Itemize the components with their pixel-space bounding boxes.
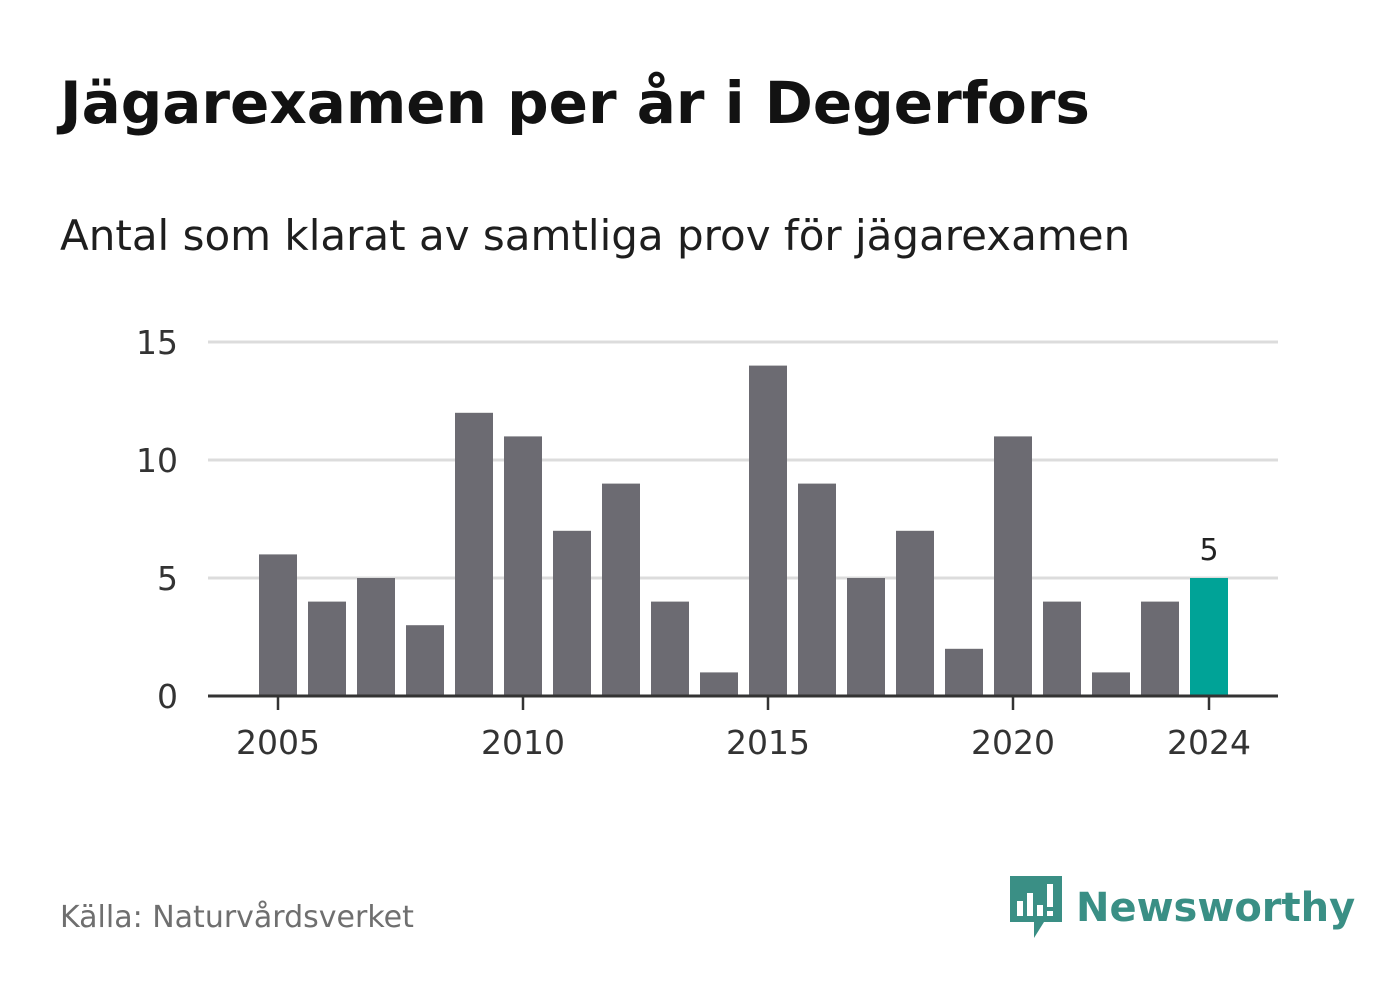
bar-2012 xyxy=(602,483,640,696)
newsworthy-logo: Newsworthy xyxy=(1008,876,1355,940)
y-tick-label-10: 10 xyxy=(136,441,178,480)
y-tick-label-5: 5 xyxy=(157,559,178,598)
data-label-2024: 5 xyxy=(1199,533,1218,568)
x-tick-label-2015: 2015 xyxy=(726,723,810,762)
gridlines xyxy=(208,340,1278,580)
y-tick-label-15: 15 xyxy=(136,323,178,362)
bar-2020 xyxy=(994,436,1032,696)
bar-2010 xyxy=(504,436,542,696)
bar-2018 xyxy=(896,530,934,696)
x-tick-label-2024: 2024 xyxy=(1167,723,1251,762)
bar-2009 xyxy=(455,412,493,696)
bar-2013 xyxy=(651,601,689,696)
x-tick-label-2020: 2020 xyxy=(971,723,1055,762)
brand-name: Newsworthy xyxy=(1076,885,1356,931)
bar-2016 xyxy=(798,483,836,696)
bar-2008 xyxy=(406,625,444,696)
bar-2022 xyxy=(1092,672,1130,696)
bar-2019 xyxy=(945,648,983,696)
bar-2006 xyxy=(308,601,346,696)
bar-2021 xyxy=(1043,601,1081,696)
axes xyxy=(208,694,1278,710)
bar-2024 xyxy=(1190,578,1228,696)
x-tick-label-2005: 2005 xyxy=(236,723,320,762)
y-tick-label-0: 0 xyxy=(157,677,178,716)
bar-2007 xyxy=(357,578,395,696)
bar-2011 xyxy=(553,530,591,696)
chart-title: Jägarexamen per år i Degerfors xyxy=(60,69,1090,137)
bar-2023 xyxy=(1141,601,1179,696)
newsworthy-chart-bubble-icon xyxy=(1010,876,1062,938)
bars xyxy=(259,365,1228,696)
labels: 0 5 10 15 2005 2010 2015 2020 2024 5 xyxy=(136,323,1251,762)
bar-2014 xyxy=(700,672,738,696)
bar-2015 xyxy=(749,365,787,696)
x-tick-label-2010: 2010 xyxy=(481,723,565,762)
bar-chart: 0 5 10 15 2005 2010 2015 2020 2024 5 xyxy=(136,323,1278,762)
source-note: Källa: Naturvårdsverket xyxy=(60,900,414,935)
bar-2017 xyxy=(847,578,885,696)
bar-2005 xyxy=(259,554,297,696)
chart-subtitle: Antal som klarat av samtliga prov för jä… xyxy=(60,211,1131,260)
